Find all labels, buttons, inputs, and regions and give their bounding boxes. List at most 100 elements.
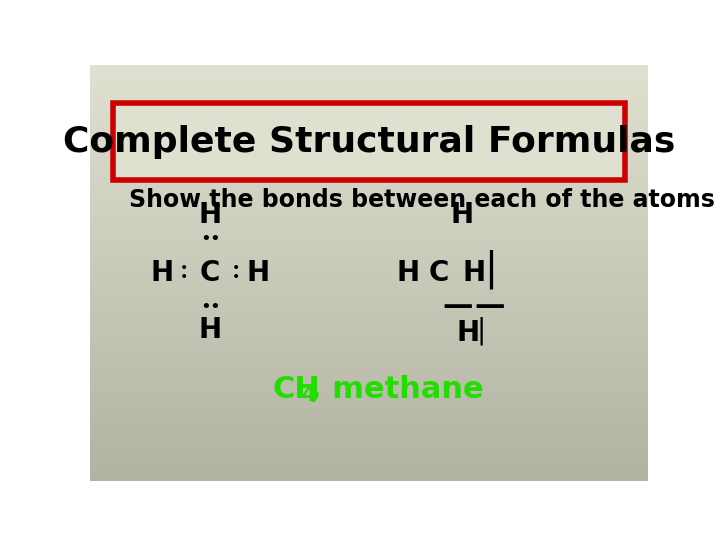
Bar [90, 91, 648, 94]
Bar [90, 85, 648, 87]
Bar [90, 287, 648, 289]
Bar [90, 214, 648, 217]
Bar [90, 438, 648, 441]
Bar [90, 478, 648, 481]
Bar [90, 204, 648, 206]
Bar [90, 386, 648, 389]
Text: Show the bonds between each of the atoms: Show the bonds between each of the atoms [129, 187, 715, 212]
Bar [90, 75, 648, 77]
Bar [90, 334, 648, 337]
Bar [90, 195, 648, 198]
Bar [90, 307, 648, 310]
Bar [90, 228, 648, 231]
Bar [90, 164, 648, 167]
Bar [90, 440, 648, 443]
Bar [90, 143, 648, 146]
Bar [90, 178, 648, 181]
Text: H: H [456, 319, 480, 347]
Bar [90, 116, 648, 119]
Bar [90, 339, 648, 341]
Bar [90, 351, 648, 354]
Bar [90, 258, 648, 260]
Bar [90, 241, 648, 244]
Bar [90, 251, 648, 254]
Bar [90, 79, 648, 82]
Bar [90, 268, 648, 271]
Bar [90, 361, 648, 364]
Bar [90, 226, 648, 229]
Bar [90, 153, 648, 156]
Bar [90, 80, 648, 84]
Text: |: | [484, 249, 498, 288]
Bar [90, 353, 648, 356]
Bar [90, 363, 648, 366]
Bar [90, 126, 648, 129]
Bar [90, 295, 648, 298]
Bar [90, 411, 648, 414]
Text: C: C [200, 259, 220, 287]
Bar [90, 430, 648, 433]
Bar [90, 106, 648, 109]
Bar [90, 434, 648, 437]
Bar [90, 415, 648, 418]
Bar [90, 442, 648, 446]
Text: •: • [233, 261, 240, 275]
Text: H: H [199, 201, 222, 229]
Bar [90, 315, 648, 319]
Bar [90, 83, 648, 85]
Bar [90, 89, 648, 92]
Bar [90, 218, 648, 221]
Text: •: • [210, 298, 220, 315]
Bar [90, 320, 648, 322]
Bar [90, 376, 648, 379]
Text: •: • [200, 298, 211, 315]
Bar [90, 476, 648, 478]
Bar [90, 70, 648, 73]
Bar [90, 239, 648, 241]
Bar [90, 380, 648, 383]
Bar [90, 436, 648, 439]
Bar [90, 187, 648, 190]
Bar [90, 261, 648, 265]
Bar [90, 107, 648, 111]
Bar [90, 131, 648, 133]
Bar [90, 151, 648, 154]
Bar [90, 95, 648, 98]
Bar [90, 368, 648, 370]
Bar [90, 291, 648, 294]
Bar [90, 388, 648, 391]
Bar [90, 451, 648, 454]
Bar [90, 342, 648, 346]
Bar [90, 447, 648, 449]
Bar [90, 72, 648, 75]
Bar [90, 99, 648, 102]
Bar [90, 68, 648, 71]
Bar [90, 216, 648, 219]
Bar [90, 266, 648, 268]
Bar [90, 305, 648, 308]
Bar [90, 318, 648, 321]
Bar [90, 199, 648, 202]
Text: H: H [451, 201, 474, 229]
Bar [90, 301, 648, 304]
Bar [90, 162, 648, 165]
Bar [90, 432, 648, 435]
Bar [90, 168, 648, 171]
Bar [90, 255, 648, 258]
Bar [90, 405, 648, 408]
Bar [90, 212, 648, 214]
Bar [90, 77, 648, 79]
Bar [90, 224, 648, 227]
Bar [90, 459, 648, 462]
Bar [90, 243, 648, 246]
Bar [90, 234, 648, 238]
Text: —: — [474, 291, 505, 320]
Bar [90, 220, 648, 223]
Bar [90, 120, 648, 123]
Bar [90, 355, 648, 358]
Bar [90, 469, 648, 472]
Bar [90, 272, 648, 275]
Bar [90, 156, 648, 158]
Bar [90, 145, 648, 148]
Text: •: • [210, 230, 220, 248]
